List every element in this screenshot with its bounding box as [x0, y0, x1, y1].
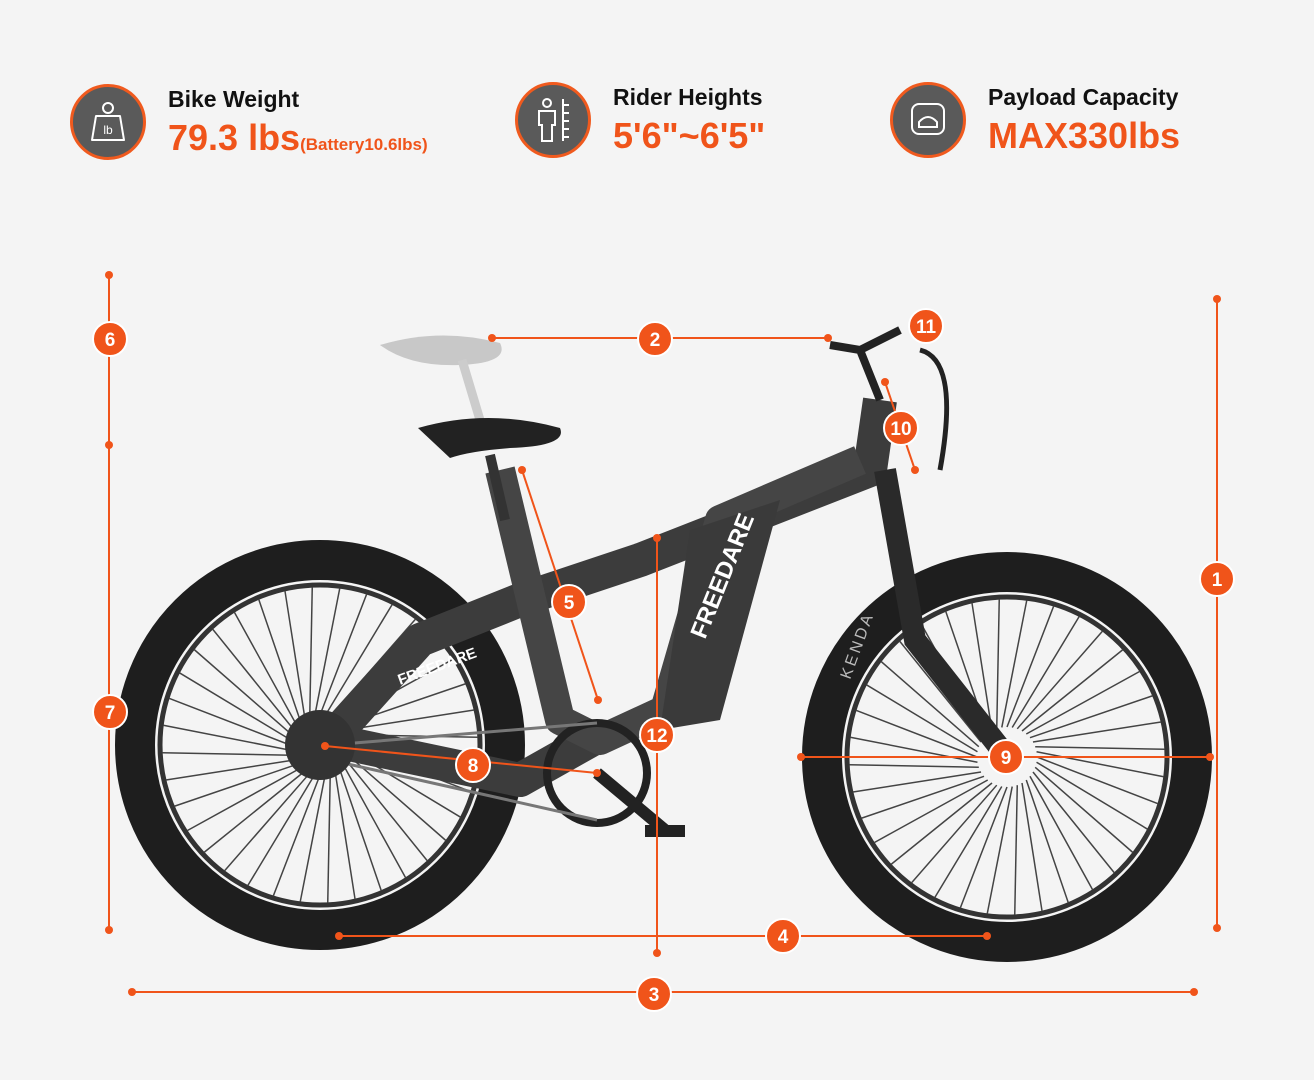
dimension-marker-1: 1 [1199, 561, 1235, 597]
dimension-endpoint [911, 466, 919, 474]
spec-value: 79.3 lbs [168, 116, 301, 158]
spec-bike-weight: lb Bike Weight 79.3 lbs(Battery10.6lbs) [70, 84, 428, 160]
spec-label: Payload Capacity [988, 83, 1179, 110]
dimension-marker-3: 3 [636, 976, 672, 1012]
svg-text:10: 10 [890, 419, 911, 440]
dimension-endpoint [983, 932, 991, 940]
dimension-marker-7: 7 [92, 694, 128, 730]
svg-text:lb: lb [103, 123, 113, 137]
svg-text:7: 7 [105, 703, 116, 724]
spec-label: Rider Heights [613, 83, 763, 110]
svg-text:9: 9 [1001, 748, 1012, 769]
svg-text:5: 5 [564, 593, 575, 614]
spec-note: (Battery10.6lbs) [300, 134, 428, 154]
payload-scale-icon [890, 82, 966, 158]
dimension-endpoint [797, 753, 805, 761]
svg-text:8: 8 [468, 756, 479, 777]
dimension-endpoint [1213, 924, 1221, 932]
dimension-endpoint [518, 466, 526, 474]
dimension-marker-11: 11 [908, 308, 944, 344]
svg-text:1: 1 [1212, 570, 1223, 591]
weight-icon: lb [70, 84, 146, 160]
dimension-endpoint [1190, 988, 1198, 996]
dimension-marker-10: 10 [883, 410, 919, 446]
dimension-endpoint [881, 378, 889, 386]
dimension-marker-8: 8 [455, 747, 491, 783]
dimension-endpoint [1213, 295, 1221, 303]
dimension-marker-9: 9 [988, 739, 1024, 775]
spec-label: Bike Weight [168, 85, 300, 112]
spec-value: MAX330lbs [988, 114, 1181, 156]
spec-payload-capacity: Payload Capacity MAX330lbs [890, 82, 1180, 158]
dimension-endpoint [105, 441, 113, 449]
svg-text:4: 4 [778, 927, 789, 948]
dimension-endpoint [653, 534, 661, 542]
dimension-endpoint [824, 334, 832, 342]
dimension-endpoint [128, 988, 136, 996]
dimension-marker-4: 4 [765, 918, 801, 954]
dimension-endpoint [1206, 753, 1214, 761]
svg-text:12: 12 [646, 726, 667, 747]
dimension-marker-12: 12 [639, 717, 675, 753]
svg-text:11: 11 [916, 317, 937, 338]
dimension-endpoint [593, 769, 601, 777]
spec-value: 5'6"~6'5" [613, 114, 766, 156]
dimension-lines [108, 275, 1218, 993]
dimension-endpoint [594, 696, 602, 704]
dimension-endpoint [105, 926, 113, 934]
dimension-endpoint [321, 742, 329, 750]
dimension-marker-2: 2 [637, 321, 673, 357]
svg-text:3: 3 [649, 985, 660, 1006]
dimension-endpoint [653, 949, 661, 957]
dimension-marker-6: 6 [92, 321, 128, 357]
dimension-marker-5: 5 [551, 584, 587, 620]
dimension-endpoint [105, 271, 113, 279]
svg-text:6: 6 [105, 330, 116, 351]
svg-text:2: 2 [650, 330, 661, 351]
dimension-endpoint [335, 932, 343, 940]
bike-image: KENDA FREEDARE FREEDARE [115, 326, 1212, 962]
rider-height-icon [515, 82, 591, 158]
dimension-endpoint [488, 334, 496, 342]
spec-rider-heights: Rider Heights 5'6"~6'5" [515, 82, 765, 158]
